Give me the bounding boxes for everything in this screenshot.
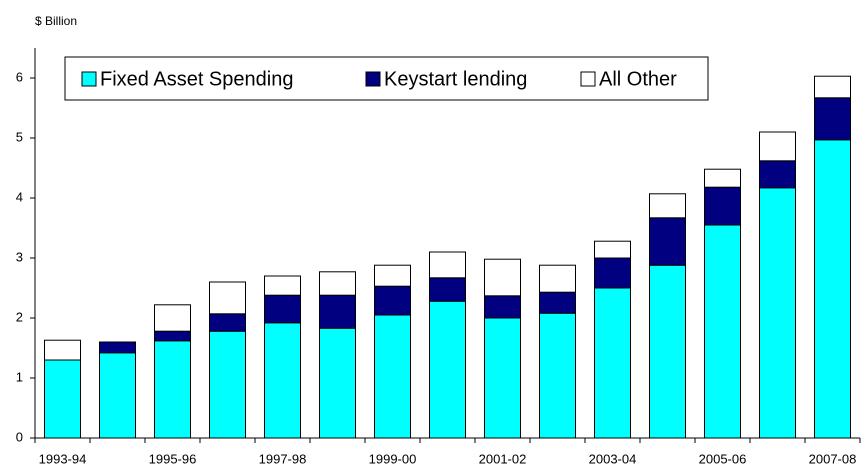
bar-segment [209,330,246,439]
x-tick-label: 1995-96 [149,451,197,466]
bar-segment [429,251,466,279]
bar-segment [319,271,356,296]
legend-label: All Other [599,68,677,90]
bar-segment [759,131,796,162]
bar-segment [594,287,631,439]
bar-segment [539,264,576,293]
bar-segment [814,139,851,439]
bar-segment [264,275,301,296]
legend-swatch [81,71,97,87]
bar-segment [44,339,81,361]
bar-segment [704,186,741,226]
bar-segment [539,312,576,439]
bar-segment [209,313,246,332]
bar-segment [759,160,796,189]
bar-segment [374,285,411,316]
bar-segment [429,277,466,302]
bar-segment [99,341,136,354]
bar-segment [319,327,356,439]
bar-segment [759,187,796,439]
y-tick-label: 0 [16,429,23,444]
x-tick-label: 1999-00 [369,451,417,466]
x-tick-label: 2005-06 [699,451,747,466]
x-tick-label: 2003-04 [589,451,637,466]
y-tick-label: 4 [16,189,23,204]
bar-segment [484,258,521,297]
bar-segment [484,295,521,319]
x-tick-label: 2007-08 [809,451,857,466]
x-tick-label: 1993-94 [39,451,87,466]
bar-segment [154,330,191,342]
bar-segment [154,304,191,332]
bar-segment [649,193,686,219]
y-tick-label: 6 [16,69,23,84]
bar-segment [704,224,741,439]
y-tick-label: 3 [16,249,23,264]
bar-segment [704,168,741,188]
bar-segment [594,257,631,289]
bar-segment [594,240,631,259]
bar-segment [429,300,466,439]
y-tick-label: 5 [16,129,23,144]
legend-swatch [580,71,596,87]
bar-segment [44,359,81,439]
y-tick-label: 2 [16,309,23,324]
bar-segment [209,281,246,315]
bar-segment [814,75,851,99]
x-tick-label: 1997-98 [259,451,307,466]
y-tick-label: 1 [16,369,23,384]
legend-swatch [365,71,381,87]
legend-label: Keystart lending [384,68,527,90]
bar-segment [814,97,851,141]
bar-segment [264,294,301,324]
bar-segment [649,264,686,439]
bar-segment [154,340,191,439]
bar-segment [374,264,411,287]
y-axis-label: $ Billion [35,14,77,28]
bar-segment [99,352,136,439]
legend-label: Fixed Asset Spending [100,68,293,90]
bar-segment [649,217,686,266]
bar-segment [264,322,301,439]
bar-segment [374,314,411,439]
bar-segment [319,294,356,329]
x-tick-label: 2001-02 [479,451,527,466]
legend-box [64,56,709,101]
bar-segment [484,317,521,439]
bar-segment [539,291,576,314]
